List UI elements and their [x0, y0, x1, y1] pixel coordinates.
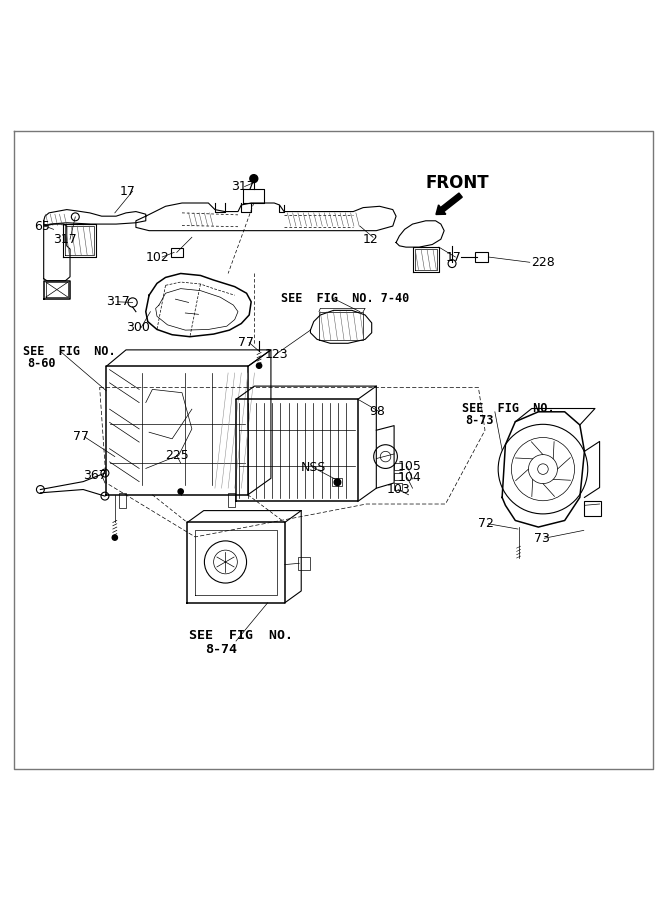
- Bar: [394, 464, 402, 470]
- Text: 65: 65: [34, 220, 49, 232]
- FancyArrow shape: [436, 193, 462, 214]
- Bar: [394, 483, 402, 490]
- Text: 12: 12: [363, 233, 379, 246]
- Bar: [584, 501, 601, 516]
- Text: NSS: NSS: [301, 461, 326, 473]
- Text: 17: 17: [119, 184, 135, 198]
- Bar: [228, 493, 235, 507]
- Circle shape: [256, 363, 261, 368]
- Text: 317: 317: [106, 295, 130, 309]
- Circle shape: [334, 479, 341, 486]
- Text: SEE  FIG  NO. 7-40: SEE FIG NO. 7-40: [281, 292, 409, 305]
- Bar: [119, 493, 126, 508]
- Text: 72: 72: [478, 518, 494, 530]
- Text: 77: 77: [73, 430, 89, 444]
- Bar: [332, 478, 342, 486]
- Bar: [394, 473, 402, 480]
- Text: 317: 317: [53, 233, 77, 246]
- Text: 228: 228: [531, 256, 555, 269]
- Circle shape: [112, 535, 117, 540]
- Bar: [475, 252, 488, 262]
- Text: 98: 98: [370, 405, 386, 418]
- Text: 123: 123: [264, 348, 288, 361]
- Text: SEE  FIG  NO.: SEE FIG NO.: [23, 345, 115, 357]
- Bar: [298, 557, 309, 570]
- Text: 8-73: 8-73: [466, 414, 494, 427]
- Text: 300: 300: [126, 321, 150, 334]
- Text: 367: 367: [83, 469, 107, 482]
- Circle shape: [250, 175, 257, 183]
- Text: 102: 102: [146, 250, 169, 264]
- Text: 225: 225: [165, 449, 189, 462]
- Text: 105: 105: [398, 460, 422, 473]
- Bar: [171, 248, 183, 257]
- Text: 77: 77: [238, 336, 254, 349]
- Text: 8-60: 8-60: [27, 356, 56, 370]
- Text: 8-74: 8-74: [205, 644, 237, 656]
- Circle shape: [178, 489, 183, 494]
- Text: 104: 104: [398, 472, 421, 484]
- Text: SEE  FIG  NO.: SEE FIG NO.: [189, 629, 293, 643]
- Text: 73: 73: [534, 532, 550, 544]
- Text: SEE  FIG  NO.: SEE FIG NO.: [462, 402, 554, 415]
- Text: 103: 103: [386, 483, 410, 496]
- Text: FRONT: FRONT: [426, 175, 490, 193]
- Text: 17: 17: [446, 250, 462, 264]
- Text: 317: 317: [231, 180, 255, 193]
